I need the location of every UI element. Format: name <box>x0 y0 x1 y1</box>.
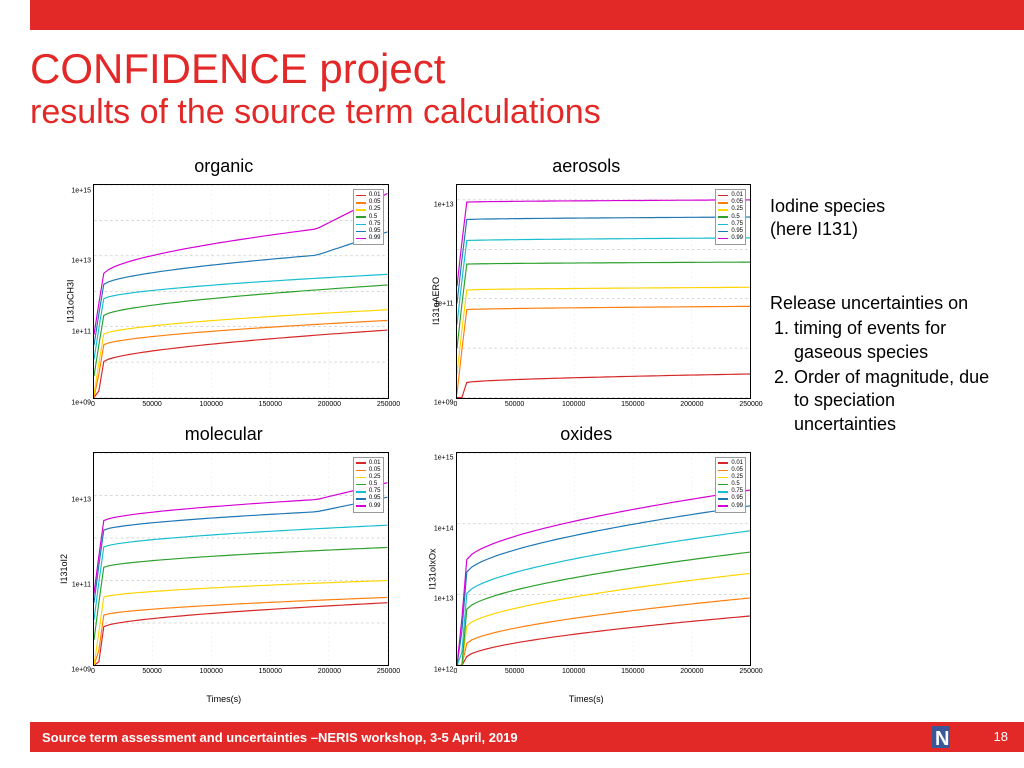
note-release: Release uncertainties on timing of event… <box>770 292 1000 436</box>
legend: 0.010.050.250.50.750.950.99 <box>353 189 384 245</box>
chart-organic: organicI131oCH3I0.010.050.250.50.750.950… <box>55 180 393 423</box>
svg-text:R: R <box>898 725 915 752</box>
note-release-list: timing of events for gaseous species Ord… <box>770 317 1000 436</box>
title-main: CONFIDENCE project <box>30 45 994 93</box>
legend: 0.010.050.250.50.750.950.99 <box>353 457 384 513</box>
chart-title: molecular <box>55 424 393 445</box>
footer-logo: R S N <box>884 720 954 754</box>
footer-page: 18 <box>994 729 1008 744</box>
legend: 0.010.050.250.50.750.950.99 <box>715 457 746 513</box>
plot-frame: 0.010.050.250.50.750.950.99 <box>456 452 752 667</box>
footer-bar: Source term assessment and uncertainties… <box>30 722 1024 752</box>
note-iodine-l1: Iodine species <box>770 195 1000 218</box>
plot-frame: 0.010.050.250.50.750.950.99 <box>93 184 389 399</box>
chart-title: organic <box>55 156 393 177</box>
y-label: I131oCH3I <box>66 280 76 323</box>
bullet-1: timing of events for gaseous species <box>794 317 1000 364</box>
chart-aerosols: aerosolsI131oAERO0.010.050.250.50.750.95… <box>418 180 756 423</box>
chart-molecular: molecularI131oI20.010.050.250.50.750.950… <box>55 448 393 691</box>
y-label: I131oIxOx <box>427 548 437 589</box>
y-label: I131oI2 <box>59 554 69 584</box>
note-iodine-l2: (here I131) <box>770 218 1000 241</box>
bullet-2: Order of magnitude, due to speciation un… <box>794 366 1000 436</box>
plot-frame: 0.010.050.250.50.750.950.99 <box>456 184 752 399</box>
plot-frame: 0.010.050.250.50.750.950.99 <box>93 452 389 667</box>
svg-text:S: S <box>916 725 932 752</box>
chart-title: aerosols <box>418 156 756 177</box>
chart-title: oxides <box>418 424 756 445</box>
note-release-heading: Release uncertainties on <box>770 292 1000 315</box>
svg-text:N: N <box>935 728 949 750</box>
x-label: Times(s) <box>418 694 756 704</box>
charts-grid: organicI131oCH3I0.010.050.250.50.750.950… <box>55 180 755 690</box>
legend: 0.010.050.250.50.750.950.99 <box>715 189 746 245</box>
title-block: CONFIDENCE project results of the source… <box>30 45 994 132</box>
x-label: Times(s) <box>55 694 393 704</box>
footer-text: Source term assessment and uncertainties… <box>30 730 1024 745</box>
header-bar <box>30 0 1024 30</box>
side-notes: Iodine species (here I131) Release uncer… <box>770 195 1000 438</box>
note-iodine: Iodine species (here I131) <box>770 195 1000 242</box>
title-sub: results of the source term calculations <box>30 93 994 132</box>
chart-oxides: oxidesI131oIxOx0.010.050.250.50.750.950.… <box>418 448 756 691</box>
